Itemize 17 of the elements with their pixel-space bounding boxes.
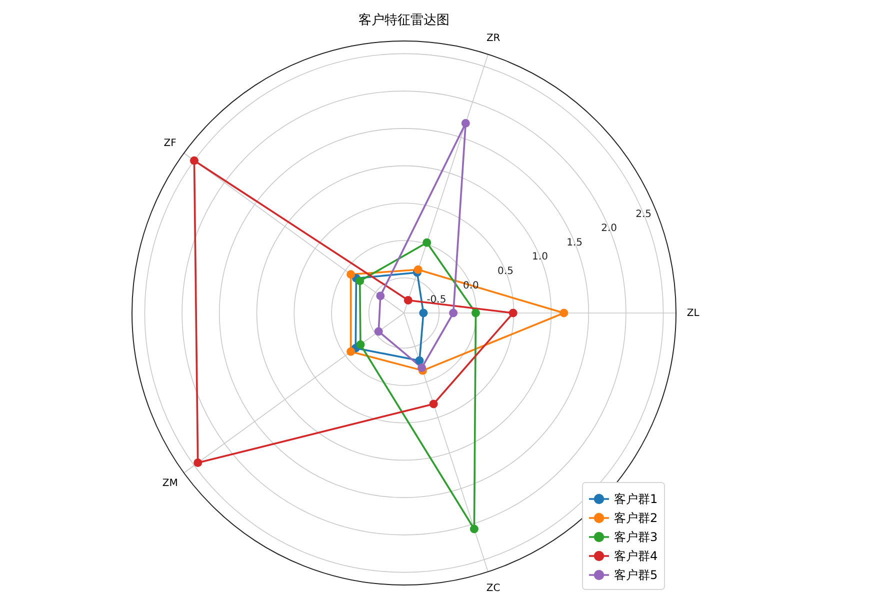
spoke-label: ZR — [486, 33, 500, 44]
chart-title: 客户特征雷达图 — [358, 12, 450, 28]
legend-label: 客户群1 — [614, 492, 658, 506]
spoke-label: ZC — [486, 582, 500, 594]
spoke-label: ZM — [162, 478, 178, 489]
y-tick-label: 1.5 — [566, 237, 582, 248]
y-tick-label: -0.5 — [426, 294, 446, 306]
legend-label: 客户群2 — [614, 511, 658, 525]
legend-label: 客户群3 — [614, 530, 658, 544]
y-tick-label: 0.5 — [498, 266, 514, 277]
spoke-label: ZF — [164, 138, 177, 150]
y-tick-label: 2.0 — [601, 223, 617, 234]
y-tick-label: 2.5 — [636, 208, 652, 220]
legend-label: 客户群4 — [614, 549, 658, 563]
y-tick-label: 1.0 — [532, 252, 548, 263]
spoke-label: ZL — [686, 308, 700, 319]
legend-label: 客户群5 — [614, 568, 658, 582]
